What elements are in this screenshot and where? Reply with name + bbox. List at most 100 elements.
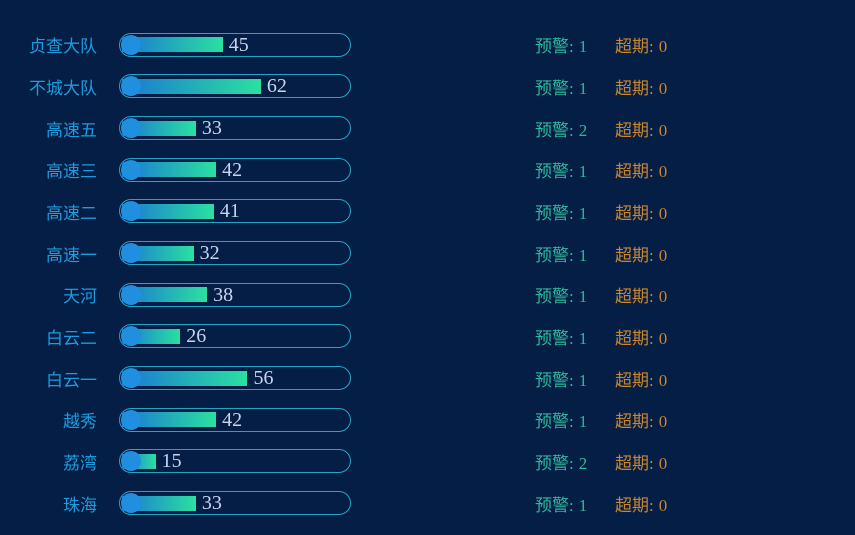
progress-bar: 42 xyxy=(119,407,351,432)
overdue-label: 超期: xyxy=(615,120,654,140)
department-label: 荔湾 xyxy=(63,453,97,473)
overdue-stat: 超期: 0 xyxy=(615,199,667,224)
overdue-label: 超期: xyxy=(615,495,654,515)
warning-stat: 预警: 1 xyxy=(535,32,615,57)
overdue-label: 超期: xyxy=(615,162,654,182)
warning-count: 2 xyxy=(578,453,588,473)
progress-bar: 33 xyxy=(119,491,351,516)
bar-value: 62 xyxy=(266,75,287,98)
bar-track: 33 xyxy=(122,492,346,514)
bar-track: 41 xyxy=(122,200,346,222)
warning-count: 2 xyxy=(578,120,588,140)
warning-label: 预警: xyxy=(535,120,574,140)
bar-cap-dot-icon xyxy=(121,243,141,264)
warning-count: 1 xyxy=(578,245,588,265)
overdue-stat: 超期: 0 xyxy=(615,74,667,99)
overdue-label: 超期: xyxy=(615,203,654,223)
bar-fill xyxy=(122,370,248,386)
department-row: 高速一 32 预警: 1 超期: 0 xyxy=(0,232,855,274)
warning-stat: 预警: 2 xyxy=(535,449,615,474)
department-label: 天河 xyxy=(63,287,97,307)
warning-count: 1 xyxy=(578,412,588,432)
overdue-stat: 超期: 0 xyxy=(615,366,667,391)
bar-cap-dot-icon xyxy=(121,326,141,347)
warning-stat: 预警: 1 xyxy=(535,199,615,224)
overdue-stat: 超期: 0 xyxy=(615,32,667,57)
overdue-stat: 超期: 0 xyxy=(615,116,667,141)
warning-stat: 预警: 1 xyxy=(535,157,615,182)
department-label: 白云一 xyxy=(46,370,97,390)
warning-label: 预警: xyxy=(535,495,574,515)
overdue-label: 超期: xyxy=(615,245,654,265)
progress-bar: 26 xyxy=(119,324,351,349)
progress-bar: 45 xyxy=(119,32,351,57)
overdue-label: 超期: xyxy=(615,412,654,432)
warning-count: 1 xyxy=(578,162,588,182)
overdue-count: 0 xyxy=(658,203,668,223)
department-row: 珠海 33 预警: 1 超期: 0 xyxy=(0,482,855,524)
department-label: 高速一 xyxy=(46,245,97,265)
warning-count: 1 xyxy=(578,370,588,390)
overdue-stat: 超期: 0 xyxy=(615,449,667,474)
bar-fill xyxy=(122,78,261,94)
overdue-stat: 超期: 0 xyxy=(615,491,667,516)
department-label: 白云二 xyxy=(46,328,97,348)
bar-value: 42 xyxy=(222,158,243,181)
department-row: 高速三 42 预警: 1 超期: 0 xyxy=(0,149,855,191)
warning-count: 1 xyxy=(578,328,588,348)
bar-track: 62 xyxy=(122,75,346,97)
overdue-count: 0 xyxy=(658,495,668,515)
warning-count: 1 xyxy=(578,287,588,307)
warning-stat: 预警: 1 xyxy=(535,74,615,99)
bar-cap-dot-icon xyxy=(121,76,141,97)
overdue-label: 超期: xyxy=(615,370,654,390)
bar-value: 32 xyxy=(199,242,220,265)
progress-bar: 62 xyxy=(119,74,351,99)
overdue-count: 0 xyxy=(658,287,668,307)
department-row: 越秀 42 预警: 1 超期: 0 xyxy=(0,399,855,441)
bar-cap-dot-icon xyxy=(121,284,141,305)
department-row: 不城大队 62 预警: 1 超期: 0 xyxy=(0,66,855,108)
bar-value: 33 xyxy=(201,117,222,140)
department-label: 高速五 xyxy=(46,120,97,140)
warning-label: 预警: xyxy=(535,245,574,265)
progress-bar: 32 xyxy=(119,241,351,266)
progress-bar: 15 xyxy=(119,449,351,474)
warning-label: 预警: xyxy=(535,203,574,223)
overdue-stat: 超期: 0 xyxy=(615,407,667,432)
bar-cap-dot-icon xyxy=(121,159,141,180)
department-row: 高速二 41 预警: 1 超期: 0 xyxy=(0,191,855,233)
bar-track: 26 xyxy=(122,325,346,347)
warning-stat: 预警: 1 xyxy=(535,282,615,307)
warning-label: 预警: xyxy=(535,412,574,432)
progress-bar: 38 xyxy=(119,282,351,307)
overdue-count: 0 xyxy=(658,162,668,182)
department-row: 高速五 33 预警: 2 超期: 0 xyxy=(0,107,855,149)
bar-track: 33 xyxy=(122,117,346,139)
bar-track: 42 xyxy=(122,409,346,431)
department-label: 珠海 xyxy=(63,495,97,515)
bar-track: 15 xyxy=(122,450,346,472)
overdue-count: 0 xyxy=(658,120,668,140)
warning-stat: 预警: 1 xyxy=(535,407,615,432)
bar-track: 45 xyxy=(122,34,346,56)
bar-fill xyxy=(122,162,217,178)
warning-label: 预警: xyxy=(535,287,574,307)
warning-label: 预警: xyxy=(535,453,574,473)
bar-fill xyxy=(122,412,217,428)
bar-track: 56 xyxy=(122,367,346,389)
warning-label: 预警: xyxy=(535,162,574,182)
bar-value: 45 xyxy=(228,33,249,56)
overdue-count: 0 xyxy=(658,37,668,57)
bar-fill xyxy=(122,287,208,303)
department-label: 越秀 xyxy=(63,412,97,432)
department-row: 贞查大队 45 预警: 1 超期: 0 xyxy=(0,24,855,66)
overdue-label: 超期: xyxy=(615,78,654,98)
bar-fill xyxy=(122,203,214,219)
bar-value: 33 xyxy=(201,492,222,515)
overdue-label: 超期: xyxy=(615,328,654,348)
warning-label: 预警: xyxy=(535,78,574,98)
bar-cap-dot-icon xyxy=(121,34,141,55)
department-label: 贞查大队 xyxy=(29,37,97,57)
department-row: 白云二 26 预警: 1 超期: 0 xyxy=(0,316,855,358)
